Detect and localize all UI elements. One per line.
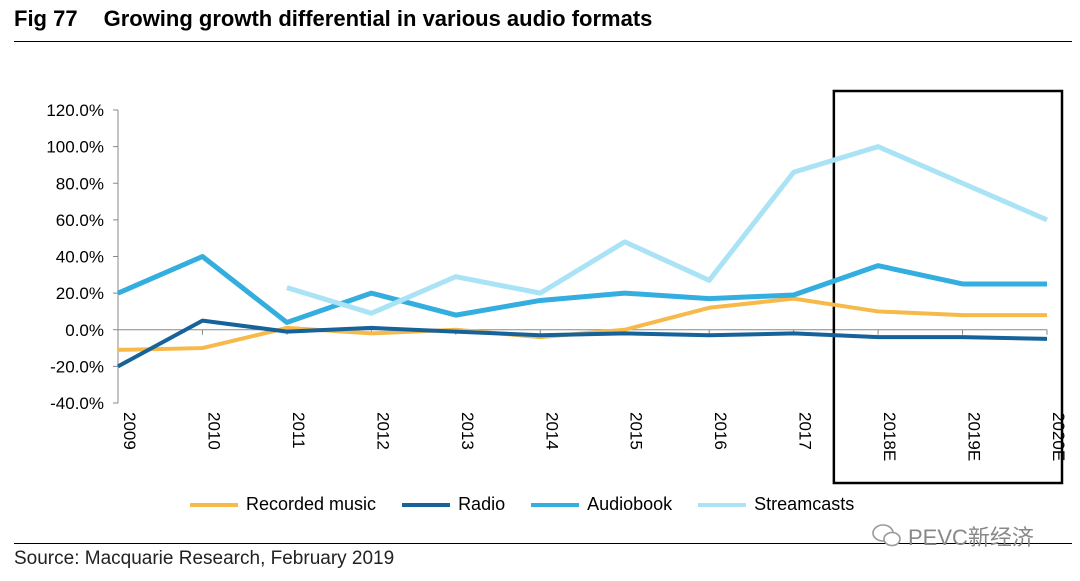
figure-title: Fig 77 Growing growth differential in var… (14, 6, 652, 32)
y-tick-label: 20.0% (56, 284, 104, 303)
y-tick-label: 0.0% (65, 321, 104, 340)
x-tick-label: 2016 (711, 412, 730, 450)
watermark: PEVC新经济 (872, 520, 1034, 552)
legend-item: Audiobook (531, 494, 672, 515)
series-line-radio (117, 318, 1048, 369)
y-tick-label: -20.0% (50, 357, 104, 376)
y-tick-label: 40.0% (56, 248, 104, 267)
legend-swatch (698, 502, 747, 507)
x-tick-label: 2020E (1049, 412, 1068, 461)
series-line-audiobook (117, 254, 1047, 325)
legend-item: Recorded music (190, 494, 376, 515)
y-tick-label: -40.0% (50, 394, 104, 413)
x-tick-label: 2018E (880, 412, 899, 461)
series-line-recorded-music (117, 296, 1047, 352)
y-tick-label: 100.0% (46, 138, 104, 157)
title-rule (14, 41, 1072, 42)
chart-legend: Recorded music Radio Audiobook Streamcasts (190, 494, 854, 515)
legend-swatch (190, 502, 238, 507)
watermark-text: PEVC新经济 (908, 525, 1034, 550)
legend-swatch (531, 502, 580, 507)
x-tick-label: 2010 (204, 412, 223, 450)
legend-label: Streamcasts (754, 494, 855, 514)
figure-label: Fig 77 (14, 6, 78, 31)
source-rule (14, 543, 1072, 544)
legend-label: Radio (458, 494, 506, 514)
x-tick-label: 2014 (542, 412, 561, 450)
source-note: Source: Macquarie Research, February 201… (14, 548, 395, 569)
x-tick-label: 2013 (458, 412, 477, 450)
x-tick-label: 2011 (289, 412, 308, 449)
forecast-highlight-box (832, 89, 1064, 485)
y-tick-label: 80.0% (56, 174, 104, 193)
wechat-icon (872, 524, 901, 547)
x-tick-label: 2012 (373, 412, 392, 450)
x-tick-label: 2009 (120, 412, 139, 450)
x-tick-label: 2015 (627, 412, 646, 450)
y-tick-label: 60.0% (56, 211, 104, 230)
series-line-streamcasts (286, 144, 1048, 316)
legend-swatch (402, 502, 451, 507)
x-tick-label: 2017 (796, 412, 815, 450)
figure-title-text: Growing growth differential in various a… (103, 6, 653, 31)
legend-label: Audiobook (587, 494, 673, 514)
legend-item: Streamcasts (698, 494, 854, 515)
y-tick-label: 120.0% (46, 101, 104, 120)
legend-item: Radio (402, 494, 505, 515)
legend-label: Recorded music (246, 494, 377, 514)
x-tick-label: 2019E (965, 412, 984, 461)
